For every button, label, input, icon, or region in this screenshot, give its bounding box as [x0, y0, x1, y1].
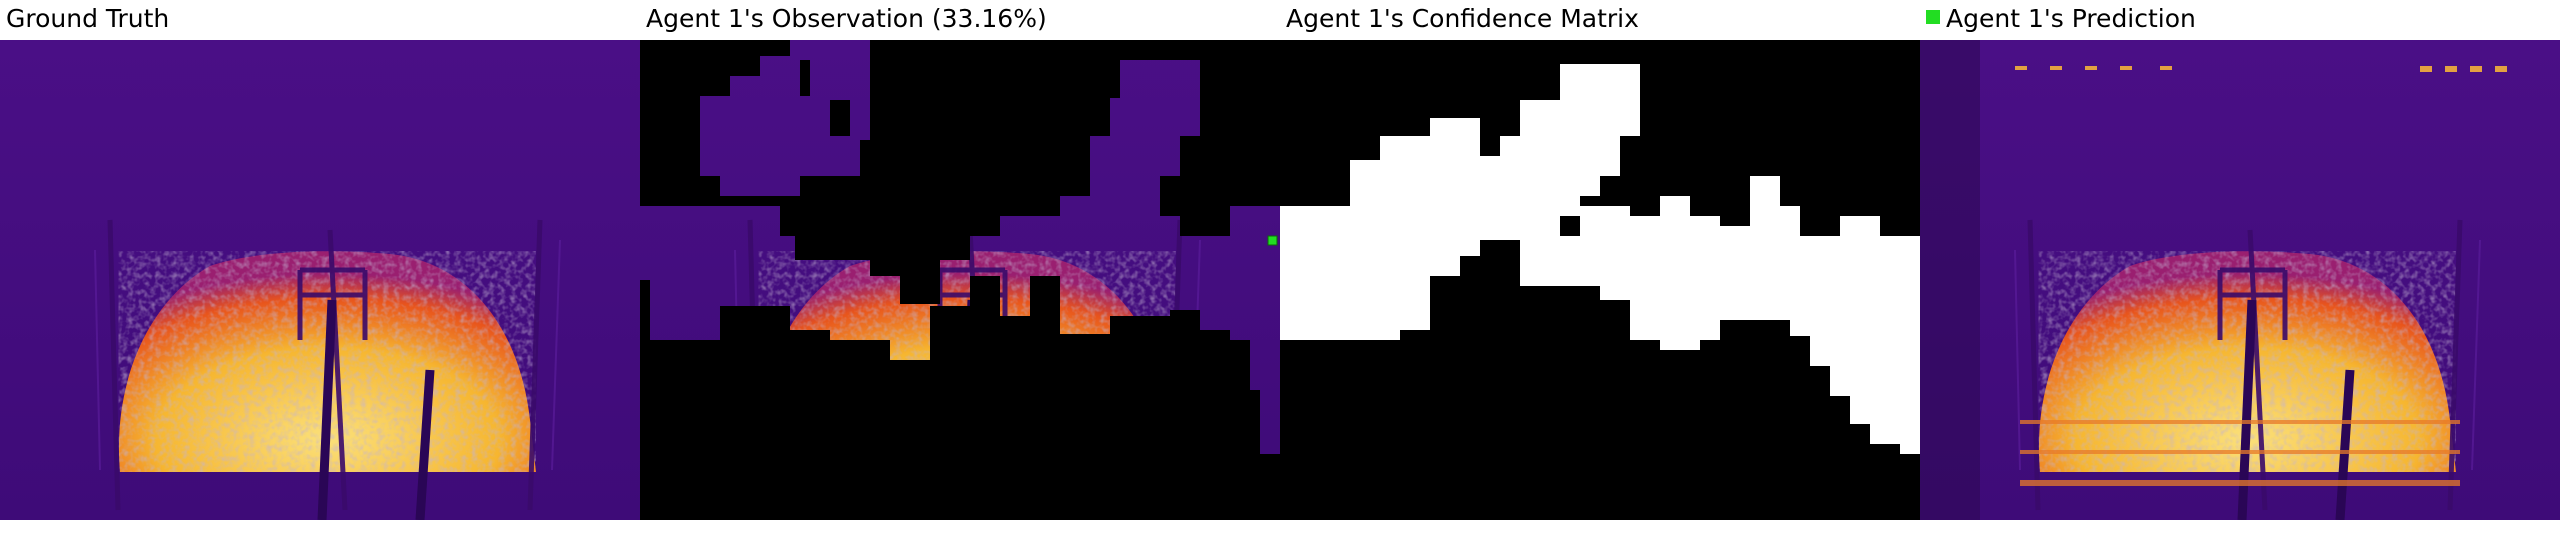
agent-marker-legend-icon — [1926, 10, 1940, 24]
ground-truth-image — [0, 40, 640, 520]
prediction-title: Agent 1's Prediction — [1946, 4, 2196, 33]
observation-title: Agent 1's Observation (33.16%) — [646, 4, 1047, 33]
agent-position-marker — [1267, 235, 1278, 246]
prediction-image — [1920, 40, 2560, 520]
confidence-matrix-image — [1280, 40, 1920, 520]
ground-truth-title: Ground Truth — [6, 4, 170, 33]
confidence-title: Agent 1's Confidence Matrix — [1286, 4, 1639, 33]
observation-image — [640, 40, 1280, 520]
